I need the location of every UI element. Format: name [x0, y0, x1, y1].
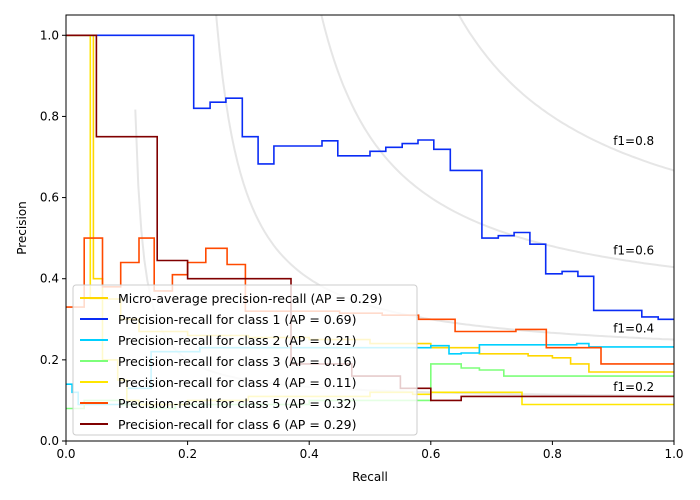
legend-label-5: Precision-recall for class 5 (AP = 0.32)	[118, 396, 356, 411]
legend-label-6: Precision-recall for class 6 (AP = 0.29)	[118, 417, 356, 432]
x-axis-ticks: 0.0 0.2 0.4 0.6 0.8 1.0	[56, 441, 684, 461]
legend-label-3: Precision-recall for class 3 (AP = 0.16)	[118, 354, 356, 369]
iso-f1-curve	[215, 15, 674, 341]
y-axis-label: Precision	[15, 201, 29, 255]
legend-label-0: Micro-average precision-recall (AP = 0.2…	[118, 291, 383, 306]
legend-label-1: Precision-recall for class 1 (AP = 0.69)	[118, 312, 356, 327]
x-tick-label: 0.8	[543, 447, 562, 461]
iso-f1-label: f1=0.8	[613, 134, 654, 148]
y-tick-label: 0.0	[40, 434, 59, 448]
iso-f1-curve	[320, 15, 674, 269]
iso-f1-labels: f1=0.2 f1=0.4 f1=0.6 f1=0.8	[613, 134, 654, 394]
y-tick-label: 0.2	[40, 353, 59, 367]
y-tick-label: 0.4	[40, 272, 59, 286]
series-line-1	[66, 34, 674, 321]
iso-f1-label: f1=0.2	[613, 380, 654, 394]
x-tick-label: 0.2	[178, 447, 197, 461]
legend-label-2: Precision-recall for class 2 (AP = 0.21)	[118, 333, 356, 348]
x-axis-label: Recall	[352, 470, 388, 484]
legend-box	[72, 284, 418, 436]
x-tick-label: 1.0	[664, 447, 683, 461]
plot-frame	[65, 14, 675, 442]
x-tick-label: 0.4	[300, 447, 319, 461]
legend-label-4: Precision-recall for class 4 (AP = 0.11)	[118, 375, 356, 390]
series-line-5	[66, 237, 674, 365]
iso-f1-label: f1=0.6	[613, 243, 654, 257]
y-tick-label: 1.0	[40, 28, 59, 42]
y-tick-label: 0.6	[40, 191, 59, 205]
iso-f1-curve	[457, 15, 674, 172]
x-tick-label: 0.6	[421, 447, 440, 461]
legend: Micro-average precision-recall (AP = 0.2…	[72, 284, 418, 436]
y-axis-ticks: 0.0 0.2 0.4 0.6 0.8 1.0	[40, 28, 66, 448]
y-tick-label: 0.8	[40, 109, 59, 123]
x-tick-label: 0.0	[56, 447, 75, 461]
iso-f1-label: f1=0.4	[613, 322, 654, 336]
